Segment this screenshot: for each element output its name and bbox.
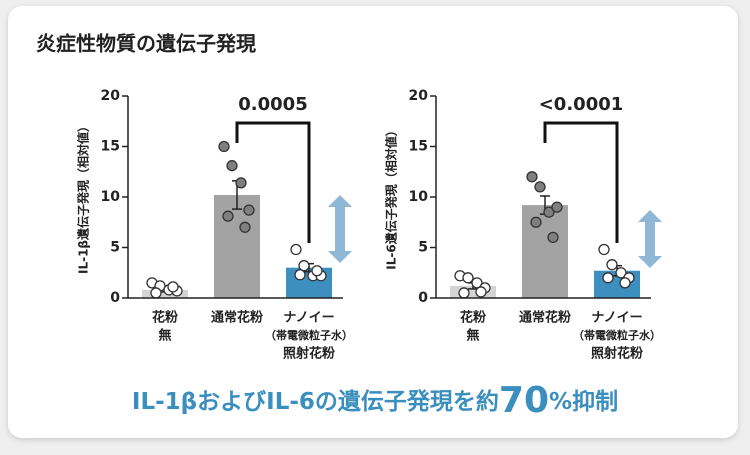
y-tick-label: 20 — [409, 88, 429, 104]
data-point — [462, 272, 474, 284]
x-tick-label: 無 — [158, 328, 171, 344]
data-point — [235, 177, 247, 189]
data-point — [222, 210, 234, 222]
y-tick-label: 5 — [110, 240, 120, 256]
y-tick-label: 10 — [101, 189, 121, 205]
data-point — [294, 269, 306, 281]
x-tick-label: 照射花粉 — [283, 346, 335, 362]
data-point — [471, 277, 483, 289]
y-tick-label: 20 — [101, 88, 121, 104]
footer-text: IL-1βおよびIL-6の遺伝子発現を約 — [132, 388, 499, 415]
data-point — [615, 267, 627, 279]
data-point — [298, 260, 310, 272]
y-tick-label: 15 — [409, 139, 428, 155]
x-tick-label: （帯電微粒子水） — [265, 328, 353, 342]
data-point — [226, 160, 238, 172]
data-point — [606, 259, 618, 271]
significance-bracket — [235, 121, 311, 243]
x-tick-label: （帯電微粒子水） — [573, 328, 661, 342]
x-tick-label: ナノイー — [591, 311, 642, 326]
data-point — [543, 206, 555, 218]
x-tick-label: ナノイー — [283, 311, 334, 326]
reduction-arrow — [638, 210, 662, 268]
data-point — [290, 243, 302, 256]
y-tick-label: 0 — [110, 290, 120, 306]
bar — [142, 289, 188, 298]
y-tick-label: 10 — [409, 189, 429, 205]
data-point — [218, 140, 230, 153]
x-tick-label: 花粉 — [460, 310, 486, 326]
reduction-arrow — [328, 195, 352, 263]
significance-bracket — [543, 121, 619, 243]
data-point — [598, 243, 610, 256]
data-point — [619, 277, 631, 289]
data-point — [526, 171, 538, 183]
x-tick-label: 花粉 — [152, 310, 178, 326]
data-point — [475, 286, 487, 298]
data-point — [239, 221, 251, 233]
data-point — [311, 265, 323, 277]
footer-number: 70 — [499, 380, 549, 421]
x-tick-label: 通常花粉 — [519, 310, 571, 326]
x-tick-label: 通常花粉 — [211, 310, 263, 326]
y-tick-label: 15 — [101, 139, 120, 155]
data-point — [243, 204, 255, 216]
x-tick-label: 照射花粉 — [591, 346, 643, 362]
data-point — [534, 181, 546, 193]
bar — [522, 205, 568, 298]
y-tick-label: 0 — [418, 290, 428, 306]
data-point — [547, 231, 559, 244]
title: 炎症性物質の遺伝子発現 — [36, 32, 256, 56]
footer-text: %抑制 — [549, 389, 618, 415]
data-point — [602, 272, 614, 284]
y-tick-label: 5 — [418, 240, 428, 256]
card — [8, 6, 738, 438]
data-point — [551, 201, 563, 213]
significance-label: <0.0001 — [539, 94, 624, 115]
data-point — [167, 281, 179, 293]
data-point — [150, 287, 162, 299]
significance-label: 0.0005 — [238, 94, 307, 115]
x-tick-label: 無 — [466, 328, 479, 344]
footer: IL-1βおよびIL-6の遺伝子発現を約70%抑制 — [132, 380, 618, 421]
y-axis-label: IL-1β遺伝子発現（相対値） — [76, 120, 91, 274]
data-point — [530, 216, 542, 228]
y-axis-label: IL-6遺伝子発現（相対値） — [384, 124, 399, 269]
data-point — [458, 287, 470, 299]
